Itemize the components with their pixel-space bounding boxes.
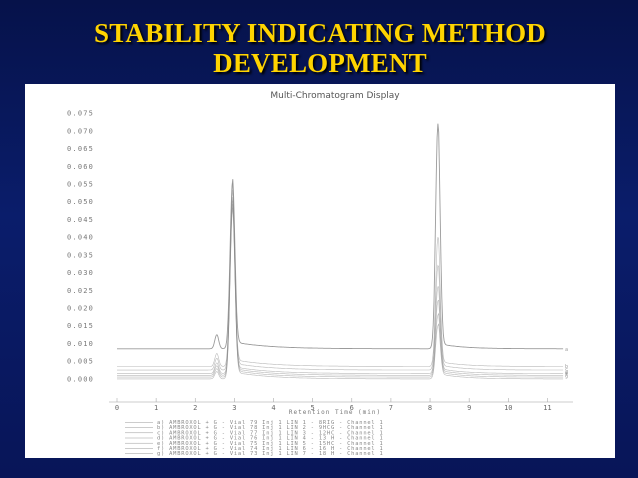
x-tick-label: 2 — [193, 404, 197, 412]
x-tick-label: 11 — [543, 404, 551, 412]
slide-title: STABILITY INDICATING METHOD DEVELOPMENT — [40, 18, 600, 78]
legend-entry: b) AMBROXOL + G - Vial 78 Inj 1 LIN 2 - … — [157, 425, 384, 431]
trace-end-label: b — [565, 364, 568, 370]
chromatogram-trace — [117, 189, 564, 371]
y-tick-label: 0.055 — [67, 180, 94, 188]
x-tick-label: 3 — [232, 404, 236, 412]
chart-title: Multi-Chromatogram Display — [270, 91, 400, 101]
legend-entry: d) AMBROXOL + G - Vial 76 Inj 1 LIN 4 - … — [157, 436, 384, 442]
y-tick-label: 0.010 — [67, 340, 94, 348]
y-tick-label: 0.015 — [67, 322, 94, 330]
chromatogram-figure: Multi-Chromatogram Display 0.000 0.005 0.0… — [25, 84, 615, 458]
y-tick-label: 0.065 — [67, 145, 94, 153]
legend-entry: g) AMBROXOL + G - Vial 73 Inj 1 LIN 7 - … — [157, 451, 384, 457]
chromatogram-chart: Multi-Chromatogram Display 0.0000.0050.0… — [67, 91, 573, 457]
y-tick-label: 0.070 — [67, 127, 94, 135]
y-tick-label: 0.030 — [67, 269, 94, 277]
y-tick-label: 0.050 — [67, 198, 94, 206]
trace-end-label: g — [565, 373, 568, 379]
y-tick-label: 0.005 — [67, 358, 94, 366]
chromatogram-trace — [117, 196, 564, 374]
y-axis: 0.000 0.005 0.010 0.015 0.020 0.025 0.030 0.035… — [67, 110, 94, 384]
chart-legend: a) AMBROXOL + G - Vial 79 Inj 1 LIN 1 - … — [125, 420, 384, 457]
chromatogram-trace — [117, 182, 564, 367]
legend-entry: c) AMBROXOL + G - Vial 77 Inj 1 LIN 3 - … — [157, 430, 384, 436]
x-tick-label: 9 — [467, 404, 471, 412]
legend-entry: a) AMBROXOL + G - Vial 79 Inj 1 LIN 1 - … — [157, 420, 384, 426]
chromatogram-trace — [117, 200, 564, 376]
trace-end-label: e — [565, 371, 568, 377]
x-tick-label: 1 — [154, 404, 158, 412]
x-axis-label: Retention Time (min) — [289, 409, 381, 416]
y-tick-label: 0.000 — [67, 375, 94, 383]
trace-end-label: a — [565, 347, 568, 353]
y-tick-label: 0.045 — [67, 216, 94, 224]
y-tick-label: 0.075 — [67, 110, 94, 118]
trace-group — [117, 123, 564, 380]
x-tick-label: 10 — [504, 404, 512, 412]
trace-end-label: d — [565, 370, 568, 376]
x-tick-label: 8 — [428, 404, 432, 412]
slide-title-line-1: STABILITY INDICATING METHOD — [94, 18, 546, 48]
x-tick-label: 0 — [115, 404, 119, 412]
slide-title-line-2: DEVELOPMENT — [213, 48, 427, 78]
y-tick-label: 0.035 — [67, 251, 94, 259]
trace-end-label: c — [565, 367, 568, 373]
chromatogram-trace — [117, 204, 564, 378]
chromatogram-trace — [117, 123, 564, 350]
y-tick-label: 0.025 — [67, 287, 94, 295]
x-axis: 0 1 2 3 4 5 6 7 8 9 10 11 — [109, 398, 573, 412]
x-tick-label: 4 — [271, 404, 275, 412]
chromatogram-trace — [117, 207, 564, 380]
legend-entry: f) AMBROXOL + G - Vial 74 Inj 1 LIN 6 - … — [157, 446, 384, 452]
legend-entry: e) AMBROXOL + G - Vial 75 Inj 1 LIN 5 - … — [157, 441, 384, 447]
x-tick-label: 5 — [311, 404, 315, 412]
y-tick-label: 0.020 — [67, 305, 94, 313]
x-tick-label: 6 — [350, 404, 354, 412]
x-tick-label: 7 — [389, 404, 393, 412]
y-tick-label: 0.060 — [67, 163, 94, 171]
trace-end-label: f — [565, 372, 568, 378]
y-tick-label: 0.040 — [67, 234, 94, 242]
